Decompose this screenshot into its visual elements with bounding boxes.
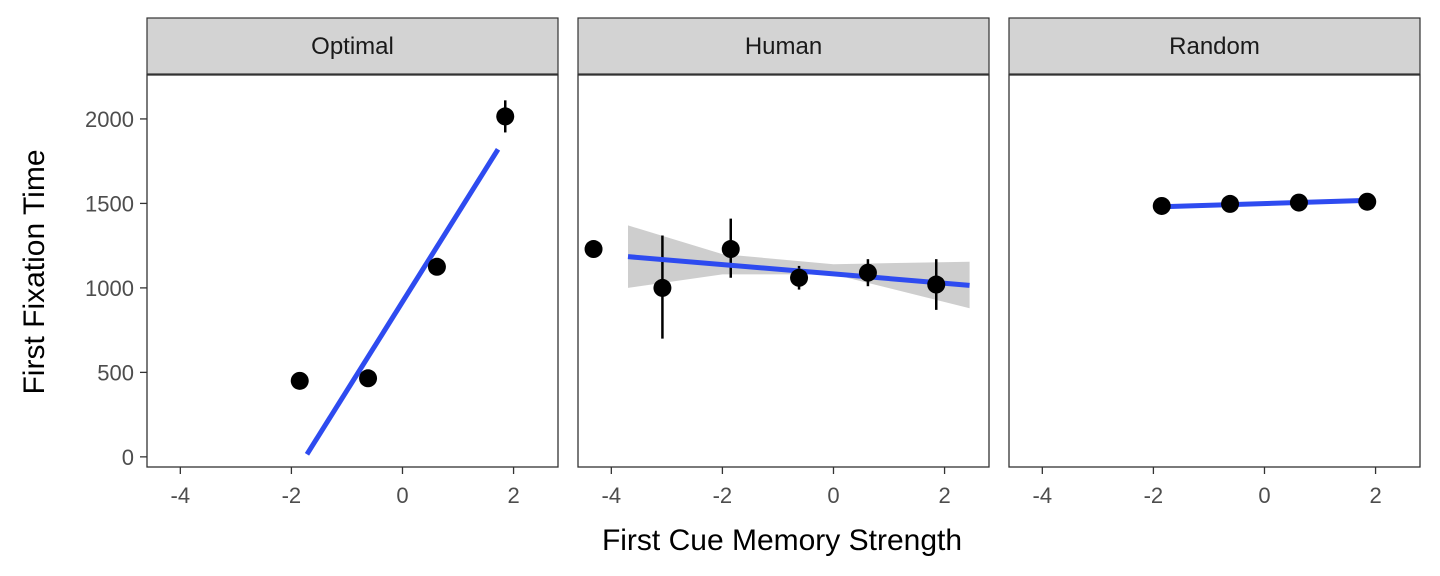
data-point [427, 257, 446, 276]
data-point [1289, 193, 1308, 212]
data-point [653, 278, 672, 297]
data-point [584, 240, 603, 259]
x-tick-label: 0 [1258, 483, 1270, 508]
panel-border [577, 74, 990, 468]
fit-line [304, 148, 501, 456]
data-point [927, 275, 946, 294]
panel-border [146, 74, 559, 468]
x-tick-label: -2 [713, 483, 733, 508]
y-tick-label: 500 [97, 360, 134, 385]
x-tick-label: -2 [1144, 483, 1164, 508]
strip-background [1008, 17, 1421, 75]
y-tick-label: 2000 [85, 107, 134, 132]
x-tick-label: 2 [938, 483, 950, 508]
fit-line [1161, 197, 1368, 210]
x-tick-label: 0 [396, 483, 408, 508]
x-tick-label: -2 [282, 483, 302, 508]
x-tick-label: -4 [171, 483, 191, 508]
x-axis-title: First Cue Memory Strength [602, 524, 962, 557]
x-tick-label: -4 [602, 483, 622, 508]
x-tick-label: -4 [1033, 483, 1053, 508]
data-point [721, 240, 740, 259]
panel-human: Human -4 -2 0 2 [577, 17, 990, 508]
data-point [290, 371, 309, 390]
x-tick-label: 2 [507, 483, 519, 508]
x-tick-label: 2 [1369, 483, 1381, 508]
y-tick-label: 1500 [85, 191, 134, 216]
x-tick-label: 0 [827, 483, 839, 508]
data-point [496, 107, 515, 126]
y-tick-label: 0 [122, 445, 134, 470]
strip-background [146, 17, 559, 75]
strip-background [577, 17, 990, 75]
y-tick-label: 1000 [85, 276, 134, 301]
data-point [790, 268, 809, 287]
panels-layer: Optimal -4 -2 0 2 0 500 1000 1500 2000 Human -4 -2 0 2… [85, 17, 1421, 508]
strip-label: Optimal [311, 33, 394, 60]
panel-optimal: Optimal -4 -2 0 2 0 500 1000 1500 2000 [85, 17, 559, 508]
data-point [1221, 194, 1240, 213]
data-point [1358, 192, 1377, 211]
strip-label: Random [1169, 33, 1260, 60]
data-point [359, 369, 378, 388]
panel-random: Random -4 -2 0 2 [1008, 17, 1421, 508]
y-axis-title: First Fixation Time [18, 149, 51, 394]
data-point [858, 263, 877, 282]
panel-border [1008, 74, 1421, 468]
strip-label: Human [745, 33, 822, 60]
data-point [1152, 196, 1171, 215]
